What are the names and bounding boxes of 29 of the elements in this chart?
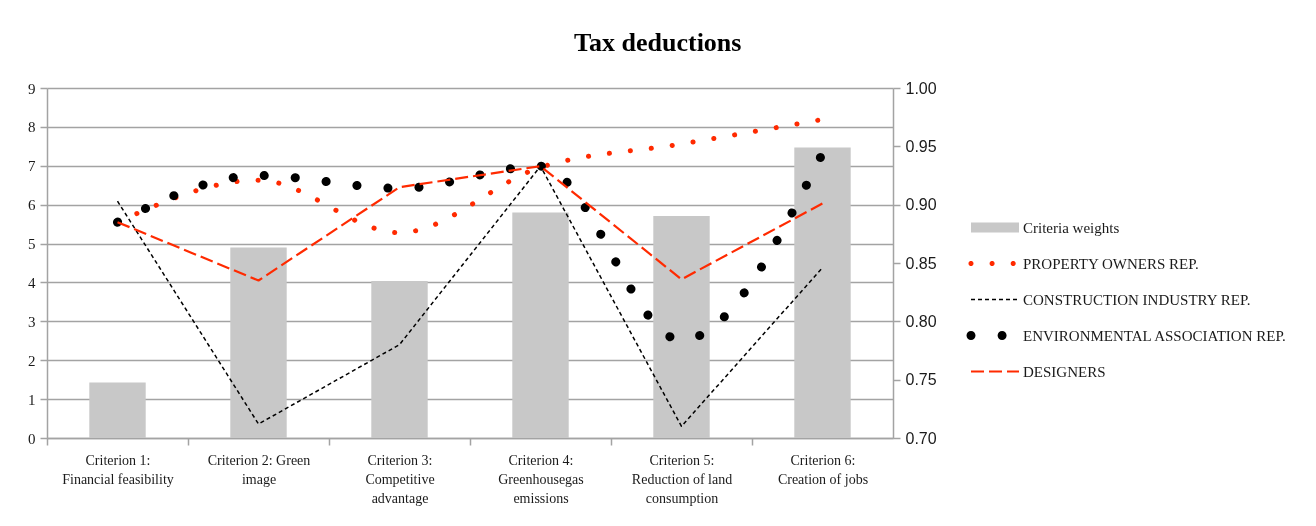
y2-tick-label: 0.85 (905, 254, 937, 272)
y-tick-label: 8 (28, 119, 36, 136)
y-tick-label: 7 (28, 158, 36, 175)
y2-tick-label: 0.90 (905, 196, 937, 214)
y2-tick-label: 0.75 (905, 371, 937, 389)
legend-label: Criteria weights (1023, 219, 1120, 236)
y-tick-label: 9 (28, 80, 36, 97)
y-tick-label: 4 (28, 274, 36, 291)
x-tick-label: Criterion 3: Competitive advantage (365, 452, 435, 506)
x-tick-label: Criterion 6: Creation of jobs (777, 452, 869, 487)
y2-tick-label: 1.00 (905, 79, 937, 97)
y2-tick-label: 0.95 (905, 137, 937, 155)
x-tick-label: Criterion 4: Greenhousegas emissions (498, 452, 584, 506)
legend-label: DESIGNERS (1023, 363, 1106, 380)
chart-title: Tax deductions (574, 28, 742, 57)
y2-tick-label: 0.80 (905, 312, 937, 330)
y-tick-label: 3 (28, 313, 36, 330)
y2-tick-label: 0.70 (905, 429, 937, 447)
legend-label: ENVIRONMENTAL ASSOCIATION REP. (1023, 327, 1286, 344)
legend-label: PROPERTY OWNERS REP. (1023, 255, 1199, 272)
x-tick-label: Criterion 2: Green image (207, 452, 311, 487)
legend-label: CONSTRUCTION INDUSTRY REP. (1023, 291, 1251, 308)
y-tick-label: 2 (28, 352, 36, 369)
x-tick-label: Criterion 1: Financial feasibility (62, 452, 174, 487)
x-tick-label: Criterion 5: Reduction of land consumption (631, 452, 733, 506)
y-tick-label: 5 (28, 236, 36, 253)
y-tick-label: 1 (28, 391, 36, 408)
y-tick-label: 0 (28, 430, 36, 447)
y-tick-label: 6 (28, 197, 36, 214)
